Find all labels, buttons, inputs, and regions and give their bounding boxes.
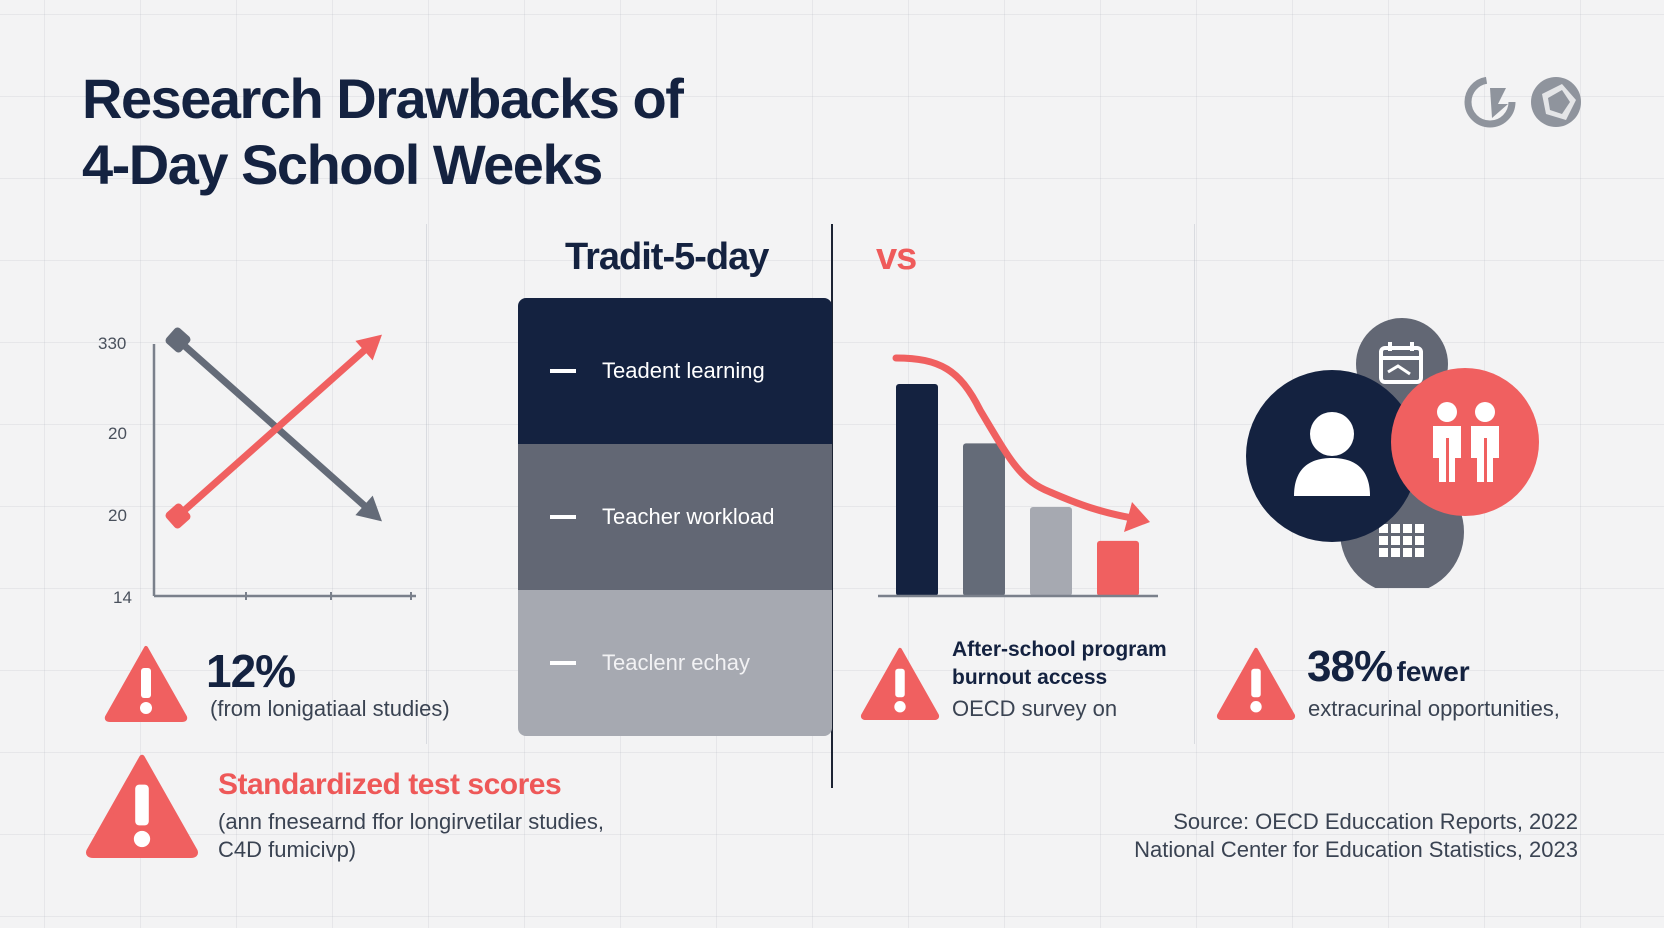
people-icon-cluster [1246, 318, 1539, 588]
column-divider [426, 224, 427, 744]
comparison-item-workload: Teacher workload [518, 444, 832, 590]
vs-divider [831, 224, 833, 788]
trend-line [892, 354, 1136, 522]
source-citation: Source: OECD Educcation Reports, 2022 Na… [1134, 808, 1578, 864]
family-circle [1391, 368, 1539, 516]
bar-1 [896, 384, 938, 596]
y-tick-label: 14 [113, 588, 132, 607]
vs-header: vs [876, 236, 917, 278]
trend-arrowhead [1124, 502, 1150, 532]
traditional-header: Tradit-5-day [565, 236, 769, 278]
source-line-2: National Center for Education Statistics… [1134, 837, 1578, 862]
warning-icon [1216, 647, 1296, 720]
title-line-2: 4-Day School Weeks [82, 133, 603, 196]
column-divider [1194, 224, 1195, 744]
standardized-note-line-1: (ann fnesearnd ffor longirvetilar studie… [218, 809, 605, 834]
line-series-start-point [165, 327, 191, 353]
person-icon [1294, 412, 1370, 496]
source-line-1: Source: OECD Educcation Reports, 2022 [1173, 809, 1578, 834]
extracurricular-note: extracurinal opportunities, [1308, 696, 1560, 721]
y-tick-label: 20 [108, 424, 127, 443]
warning-icon [860, 647, 940, 720]
bar-2 [963, 443, 1005, 596]
extracurricular-stat: 38% fewer [1307, 642, 1470, 692]
after-school-line-1: After-school program [952, 638, 1167, 661]
bar-4 [1097, 540, 1139, 596]
extracurricular-stat-value: 38% [1307, 642, 1393, 691]
line-series-arrowhead [355, 334, 382, 361]
extracurricular-stat-word: fewer [1396, 656, 1470, 687]
standardized-title: Standardized test scores [218, 768, 562, 801]
standardized-note: (ann fnesearnd ffor longirvetilar studie… [218, 808, 604, 864]
scores-stat-note: (from lonigatiaal studies) [210, 696, 450, 721]
dash-icon [550, 369, 576, 373]
after-school-line-2: burnout access [952, 666, 1108, 689]
y-tick-label: 20 [108, 506, 127, 525]
page-title: Research Drawbacks of 4-Day School Weeks [82, 66, 684, 198]
calendar-icon [1379, 342, 1423, 384]
comparison-item-learning: Teadent learning [518, 298, 832, 444]
grid-calendar-icon [1379, 524, 1424, 557]
line-series-2 [174, 336, 380, 520]
standardized-note-line-2: C4D fumicivp) [218, 837, 357, 862]
line-series-arrowhead [355, 495, 382, 522]
comparison-item-label: Teacher workload [602, 504, 775, 529]
comparison-stack: Teadent learning Teacher workload Teacle… [518, 298, 832, 736]
line-series-start-point [165, 503, 191, 529]
dash-icon [550, 661, 576, 665]
globe-logo-icon [1464, 76, 1581, 128]
comparison-item-label: Teaclenr echay [602, 650, 750, 675]
bar-chart [878, 354, 1158, 598]
dash-icon [550, 515, 576, 519]
family-icon [1433, 402, 1499, 482]
warning-icon [86, 754, 198, 858]
warning-icon [104, 646, 188, 722]
comparison-item-label: Teadent learning [602, 358, 765, 383]
scores-stat-value: 12% [206, 645, 296, 697]
y-tick-label: 330 [98, 334, 126, 353]
comparison-item-teacher: Teaclenr echay [518, 590, 832, 736]
after-school-note: OECD survey on [952, 696, 1118, 721]
bar-3 [1030, 506, 1072, 596]
line-chart: 330 20 20 14 [98, 327, 416, 607]
title-line-1: Research Drawbacks of [82, 67, 684, 130]
